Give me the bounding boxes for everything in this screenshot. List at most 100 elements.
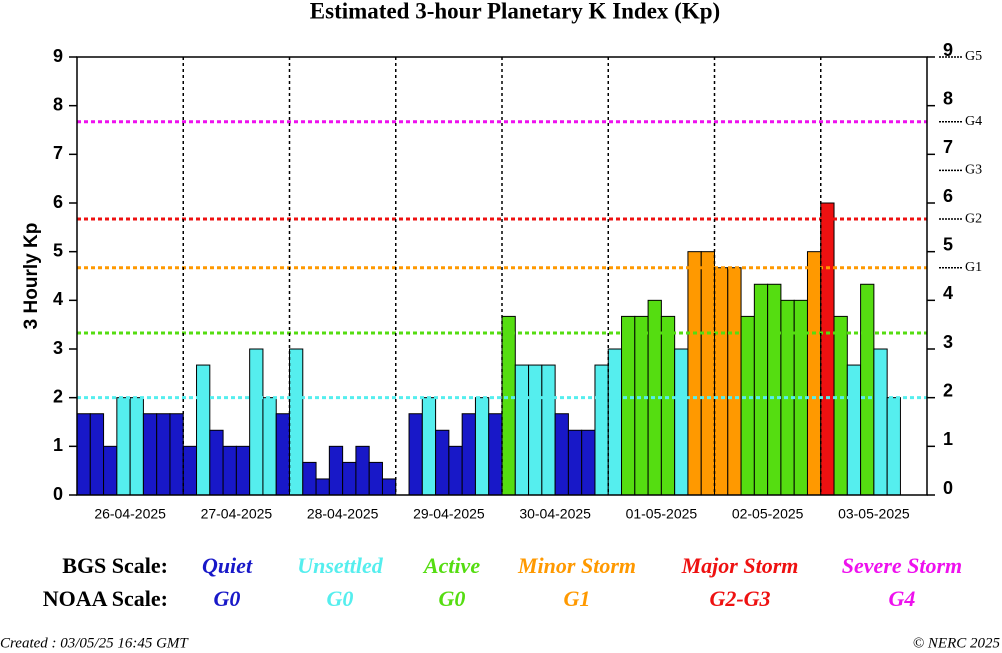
bar bbox=[886, 397, 901, 496]
bar bbox=[660, 315, 676, 496]
bar bbox=[182, 445, 198, 496]
y-tick-label: 8 bbox=[53, 94, 63, 114]
y2-tick-label: 0 bbox=[943, 478, 953, 498]
bar bbox=[209, 429, 224, 496]
y-tick-label: 1 bbox=[53, 435, 63, 455]
bar bbox=[355, 445, 370, 496]
bar bbox=[594, 364, 609, 496]
bar bbox=[448, 445, 463, 496]
y-tick-label: 3 bbox=[53, 338, 63, 358]
bar bbox=[156, 413, 171, 496]
bar bbox=[873, 348, 888, 496]
y-tick-label: 2 bbox=[53, 386, 63, 406]
y-tick-label: 4 bbox=[53, 289, 63, 309]
noaa-scale-item: G2-G3 bbox=[709, 586, 770, 611]
noaa-scale-label: NOAA Scale: bbox=[43, 586, 168, 611]
bar bbox=[554, 413, 569, 496]
bar bbox=[714, 267, 729, 496]
bar bbox=[249, 348, 264, 496]
created-note: Created : 03/05/25 16:45 GMT bbox=[0, 635, 189, 651]
bar bbox=[621, 315, 636, 496]
x-tick-label: 26-04-2025 bbox=[94, 506, 166, 522]
bar bbox=[262, 397, 277, 496]
bar bbox=[581, 429, 596, 496]
bar bbox=[328, 445, 344, 496]
bgs-scale-item: Active bbox=[422, 553, 480, 578]
y-tick-label: 7 bbox=[53, 143, 63, 163]
noaa-scale-item: G0 bbox=[214, 586, 241, 611]
x-tick-label: 01-05-2025 bbox=[626, 506, 698, 522]
plot-frame bbox=[76, 56, 928, 496]
bar bbox=[116, 397, 131, 496]
y2-tick-label: 7 bbox=[943, 137, 953, 157]
y2-tick-label: 6 bbox=[943, 186, 953, 206]
bar bbox=[461, 413, 476, 496]
bgs-scale-item: Quiet bbox=[202, 553, 253, 578]
bar bbox=[103, 445, 118, 496]
bar bbox=[833, 315, 848, 496]
bar bbox=[435, 429, 450, 496]
x-tick-label: 03-05-2025 bbox=[838, 506, 910, 522]
bar bbox=[806, 251, 822, 496]
bar bbox=[753, 283, 769, 496]
bar bbox=[501, 315, 516, 496]
y-axis-label: 3 Hourly Kp bbox=[21, 223, 42, 330]
noaa-level-label: G1 bbox=[965, 260, 982, 275]
bar bbox=[315, 478, 330, 496]
bgs-scale-label: BGS Scale: bbox=[62, 553, 168, 578]
bar bbox=[275, 413, 290, 496]
y-tick-label: 0 bbox=[53, 484, 63, 504]
chart-title: Estimated 3-hour Planetary K Index (Kp) bbox=[310, 0, 720, 23]
y-tick-label: 9 bbox=[53, 46, 63, 66]
bar bbox=[129, 397, 144, 496]
bar bbox=[700, 251, 715, 496]
bar bbox=[289, 348, 304, 496]
bar bbox=[740, 315, 755, 496]
noaa-level-label: G3 bbox=[965, 163, 982, 178]
bar bbox=[727, 267, 742, 496]
x-tick-label: 02-05-2025 bbox=[732, 506, 804, 522]
bar bbox=[222, 445, 237, 496]
bar bbox=[368, 461, 383, 496]
bar bbox=[674, 348, 689, 496]
bar bbox=[474, 397, 490, 496]
x-tick-label: 30-04-2025 bbox=[519, 506, 591, 522]
bar bbox=[142, 413, 158, 496]
bar bbox=[381, 478, 397, 496]
y2-tick-label: 1 bbox=[943, 429, 953, 449]
y2-tick-label: 9 bbox=[943, 40, 953, 60]
bar bbox=[687, 251, 702, 496]
y2-tick-label: 3 bbox=[943, 332, 953, 352]
bar bbox=[408, 413, 423, 496]
x-tick-label: 29-04-2025 bbox=[413, 506, 485, 522]
bar bbox=[528, 364, 543, 496]
noaa-scale-item: G0 bbox=[327, 586, 354, 611]
y2-tick-label: 5 bbox=[943, 234, 953, 254]
bar bbox=[169, 413, 184, 496]
bar bbox=[421, 397, 437, 496]
x-tick-label: 27-04-2025 bbox=[201, 506, 273, 522]
copyright: © NERC 2025 bbox=[913, 635, 1001, 651]
bar bbox=[820, 202, 835, 496]
noaa-level-label: G5 bbox=[965, 49, 982, 64]
bar bbox=[488, 413, 503, 496]
bar bbox=[860, 283, 875, 496]
bgs-scale-item: Severe Storm bbox=[842, 553, 962, 578]
bar bbox=[235, 445, 251, 496]
bar bbox=[342, 461, 357, 496]
bar bbox=[514, 364, 530, 496]
bar bbox=[76, 413, 91, 496]
bar bbox=[567, 429, 583, 496]
y2-tick-label: 2 bbox=[943, 380, 953, 400]
y2-tick-label: 4 bbox=[943, 283, 953, 303]
x-tick-label: 28-04-2025 bbox=[307, 506, 379, 522]
bar bbox=[846, 364, 862, 496]
bar bbox=[767, 283, 782, 496]
bar bbox=[89, 413, 105, 496]
bar bbox=[634, 315, 649, 496]
y-tick-label: 6 bbox=[53, 192, 63, 212]
y-tick-label: 5 bbox=[53, 240, 63, 260]
y2-tick-label: 8 bbox=[943, 88, 953, 108]
noaa-level-label: G4 bbox=[965, 114, 982, 129]
